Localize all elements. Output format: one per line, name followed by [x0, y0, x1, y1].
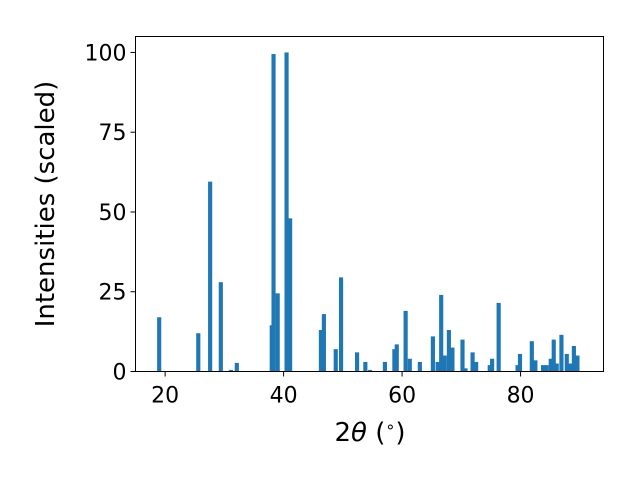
- y-tick-label: 0: [113, 361, 127, 386]
- bar-series: [157, 52, 580, 372]
- bar: [403, 310, 408, 372]
- bar: [196, 333, 201, 372]
- bar: [541, 365, 546, 372]
- bar: [157, 317, 162, 372]
- bar: [515, 365, 520, 372]
- bar: [228, 369, 233, 372]
- plot-frame: [135, 36, 604, 372]
- bar: [407, 358, 412, 372]
- bar: [382, 361, 387, 372]
- bar: [487, 365, 492, 372]
- bar: [288, 218, 293, 372]
- bar: [548, 358, 553, 372]
- x-tick-label: 20: [151, 384, 179, 409]
- x-tick-label: 80: [507, 384, 535, 409]
- bar: [529, 341, 534, 372]
- bar: [321, 314, 326, 372]
- bar: [517, 353, 523, 372]
- bar: [544, 365, 549, 372]
- bar: [333, 349, 338, 372]
- bar: [275, 293, 280, 372]
- y-axis: 0 25 50 75 100: [85, 41, 136, 386]
- y-axis-label: Intensities (scaled): [31, 81, 61, 328]
- bar: [568, 363, 573, 372]
- x-tick-label: 40: [270, 384, 298, 409]
- x-tick-label: 60: [388, 384, 416, 409]
- bar: [284, 52, 289, 372]
- bar: [394, 344, 399, 372]
- bar: [554, 363, 559, 372]
- bar: [392, 349, 397, 372]
- bar: [271, 54, 276, 372]
- bar: [496, 302, 501, 372]
- bar: [474, 361, 479, 372]
- bar: [363, 361, 368, 372]
- bar: [338, 277, 344, 372]
- bar: [439, 294, 444, 372]
- bar: [533, 360, 538, 372]
- bar: [368, 369, 373, 372]
- y-tick-label: 75: [99, 121, 127, 146]
- bar: [318, 330, 323, 372]
- bar: [470, 352, 475, 372]
- y-tick-label: 100: [85, 41, 127, 66]
- y-tick-label: 50: [99, 201, 127, 226]
- bar: [571, 345, 576, 372]
- bar: [564, 353, 569, 372]
- bar: [442, 355, 447, 372]
- bar: [551, 339, 556, 372]
- x-axis-label: 2θ (∘): [334, 417, 405, 448]
- bar: [575, 355, 580, 372]
- bar: [435, 361, 440, 372]
- y-tick-label: 25: [99, 281, 127, 306]
- bar: [460, 339, 465, 372]
- x-axis: 20 40 60 80: [151, 371, 535, 409]
- bar: [450, 347, 455, 372]
- bar: [354, 352, 360, 372]
- bar: [430, 336, 435, 372]
- bar: [208, 181, 213, 372]
- bar: [446, 330, 451, 372]
- bar: [559, 334, 564, 372]
- bar: [490, 358, 495, 372]
- bar: [234, 362, 239, 372]
- bar: [218, 282, 223, 372]
- bar: [463, 368, 468, 372]
- bar: [417, 361, 422, 372]
